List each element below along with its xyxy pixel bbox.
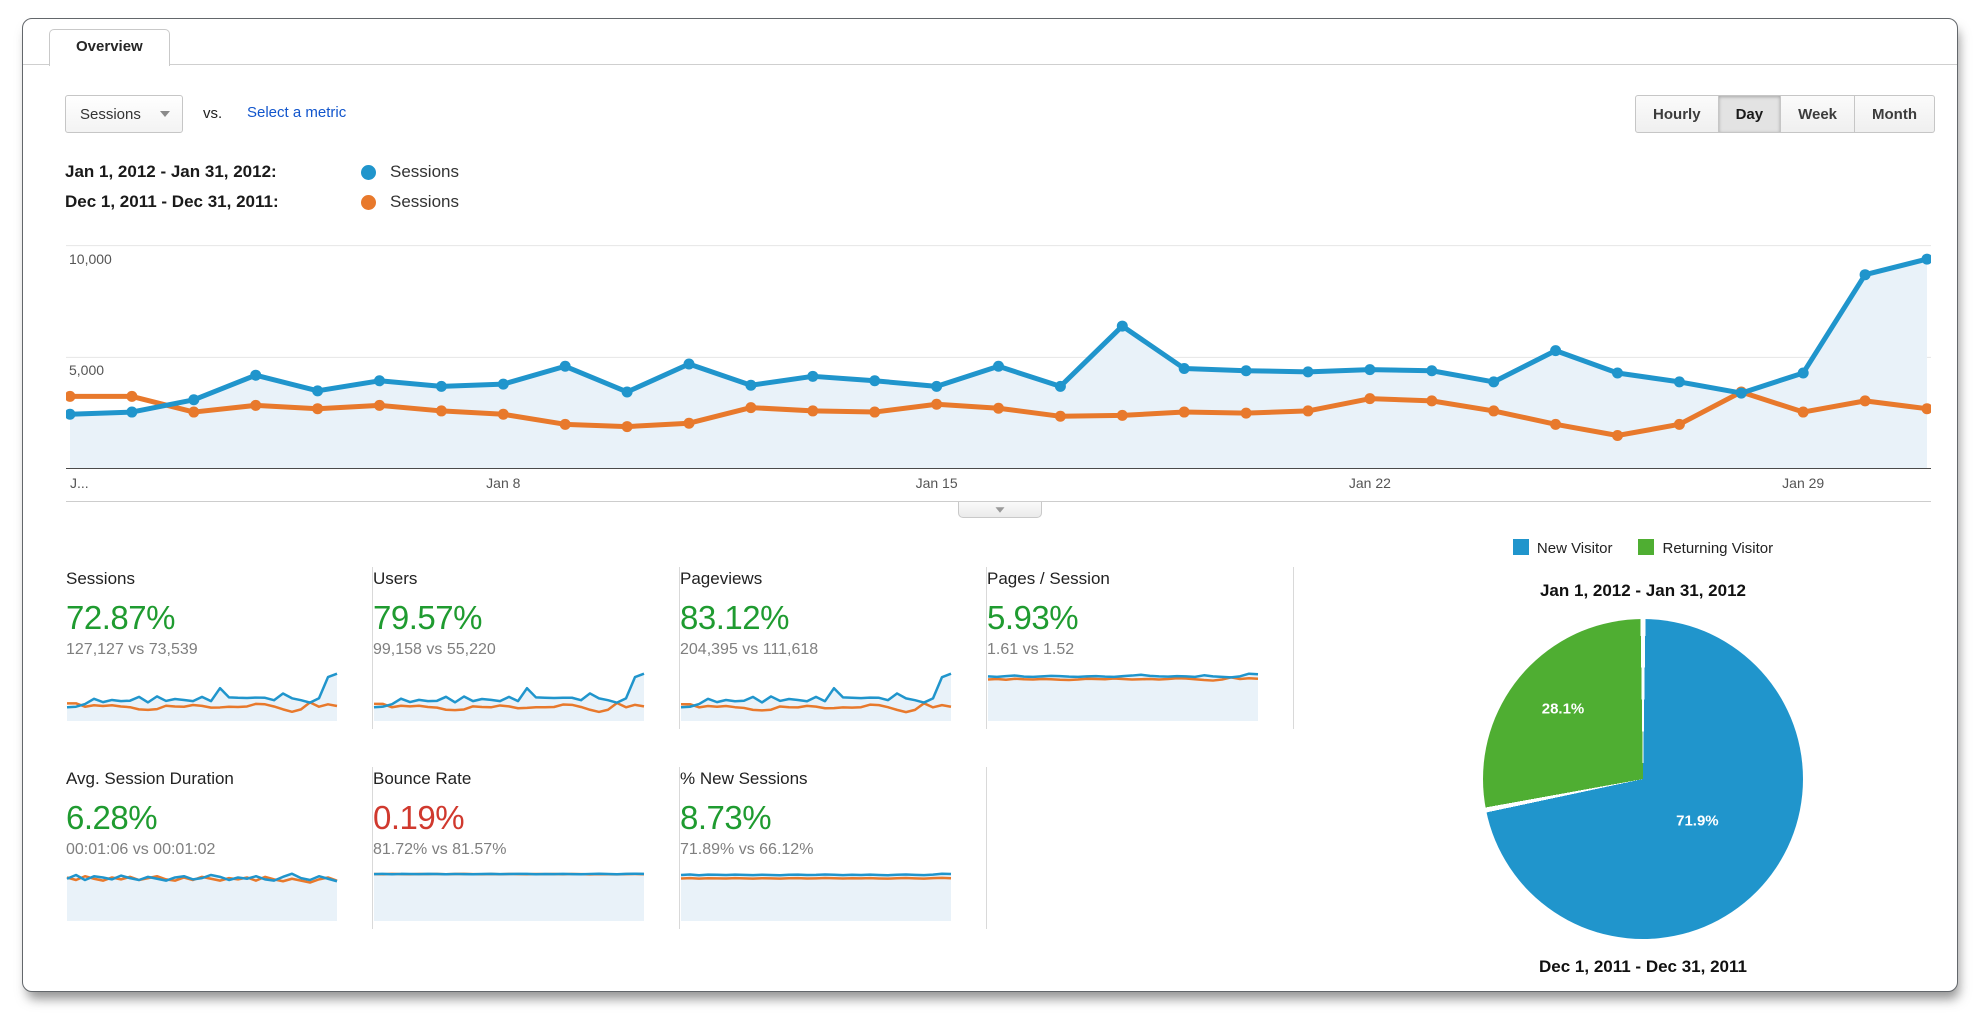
metric-select-value: Sessions xyxy=(80,105,141,123)
metric-values: 204,395 vs 111,618 xyxy=(680,641,819,658)
tab-overview[interactable]: Overview xyxy=(49,29,170,66)
metrics-row-2: Avg. Session Duration 6.28% 00:01:06 vs … xyxy=(66,767,987,929)
granularity-month-button[interactable]: Month xyxy=(1855,95,1935,133)
metric-card-sessions[interactable]: Sessions 72.87% 127,127 vs 73,539 xyxy=(66,567,373,729)
granularity-button-group: Hourly Day Week Month xyxy=(1635,95,1935,133)
sparkline xyxy=(373,872,645,921)
metric-title: Bounce Rate xyxy=(373,769,472,788)
metric-change: 79.57% xyxy=(373,599,482,636)
y-axis-label: 10,000 xyxy=(69,250,112,267)
metric-values: 81.72% vs 81.57% xyxy=(373,841,507,858)
metric-title: Pageviews xyxy=(680,569,763,588)
series-legend: Jan 1, 2012 - Jan 31, 2012: Sessions Dec… xyxy=(65,157,459,217)
granularity-day-button[interactable]: Day xyxy=(1718,95,1782,133)
metric-title: % New Sessions xyxy=(680,769,808,788)
x-axis-label: J... xyxy=(70,475,89,491)
metric-values: 99,158 vs 55,220 xyxy=(373,641,496,658)
metric-card-users[interactable]: Users 79.57% 99,158 vs 55,220 xyxy=(373,567,680,729)
chevron-down-icon xyxy=(995,506,1005,513)
legend-label: New Visitor xyxy=(1536,539,1613,557)
analytics-overview-panel: Overview Sessions vs. Select a metric Ho… xyxy=(22,18,1958,992)
series-dot-orange-icon xyxy=(361,194,376,210)
metric-card-pageviews[interactable]: Pageviews 83.12% 204,395 vs 111,618 xyxy=(680,567,987,729)
metric-change: 83.12% xyxy=(680,599,789,636)
x-axis-label: Jan 8 xyxy=(486,475,521,491)
metric-title: Pages / Session xyxy=(987,569,1110,588)
pie-footer-previous-range: Dec 1, 2011 - Dec 31, 2011 xyxy=(1539,957,1747,976)
timeline-slider-track xyxy=(66,501,1931,502)
granularity-week-button[interactable]: Week xyxy=(1781,95,1856,133)
metric-card-percent-new-sessions[interactable]: % New Sessions 8.73% 71.89% vs 66.12% xyxy=(680,767,987,929)
metric-values: 00:01:06 vs 00:01:02 xyxy=(66,841,216,858)
series-metric-label: Sessions xyxy=(390,162,459,181)
sessions-line-chart[interactable]: 5,000 10,000 xyxy=(66,201,1931,469)
y-axis-label: 5,000 xyxy=(69,362,105,379)
metrics-row-1: Sessions 72.87% 127,127 vs 73,539 Users … xyxy=(66,567,1294,729)
x-axis-label: Jan 29 xyxy=(1782,475,1825,491)
legend-item-new-visitor: New Visitor xyxy=(1512,538,1613,558)
select-a-metric-link[interactable]: Select a metric xyxy=(247,104,347,121)
metric-title: Sessions xyxy=(66,569,135,588)
visitor-type-panel: New Visitor Returning Visitor Jan 1, 201… xyxy=(1403,537,1883,977)
sparkline xyxy=(66,672,338,721)
metric-change: 8.73% xyxy=(680,799,772,836)
metric-values: 127,127 vs 73,539 xyxy=(66,641,198,658)
metric-title: Avg. Session Duration xyxy=(66,769,234,788)
metric-select-dropdown[interactable]: Sessions xyxy=(65,95,183,133)
returning-visitor-swatch-icon xyxy=(1638,538,1655,555)
sparkline xyxy=(680,672,952,721)
metric-values: 71.89% vs 66.12% xyxy=(680,841,814,858)
chevron-down-icon xyxy=(160,111,170,117)
metric-values: 1.61 vs 1.52 xyxy=(987,641,1075,658)
series-date-range: Jan 1, 2012 - Jan 31, 2012: xyxy=(65,162,277,181)
tabbar-divider xyxy=(23,64,1957,65)
metric-change: 72.87% xyxy=(66,599,175,636)
metric-title: Users xyxy=(373,569,418,588)
vs-label: vs. xyxy=(203,105,223,122)
series-legend-row-previous: Dec 1, 2011 - Dec 31, 2011: Sessions xyxy=(65,187,459,217)
sparkline xyxy=(680,872,952,921)
sparkline xyxy=(987,672,1259,721)
series-metric-label: Sessions xyxy=(390,192,459,211)
metric-change: 5.93% xyxy=(987,599,1079,636)
pie-slice-label-returning: 28.1% xyxy=(1541,700,1585,718)
visitor-type-pie-chart[interactable]: 28.1% 71.9% xyxy=(1483,619,1803,939)
sparkline xyxy=(66,872,338,921)
sparkline xyxy=(373,672,645,721)
metric-card-bounce-rate[interactable]: Bounce Rate 0.19% 81.72% vs 81.57% xyxy=(373,767,680,929)
legend-label: Returning Visitor xyxy=(1662,539,1774,557)
new-visitor-swatch-icon xyxy=(1512,538,1529,555)
metric-change: 6.28% xyxy=(66,799,158,836)
metric-change: 0.19% xyxy=(373,799,465,836)
legend-item-returning-visitor: Returning Visitor xyxy=(1638,538,1774,558)
series-legend-row-current: Jan 1, 2012 - Jan 31, 2012: Sessions xyxy=(65,157,459,187)
series-dot-blue-icon xyxy=(361,164,376,180)
granularity-hourly-button[interactable]: Hourly xyxy=(1635,95,1719,133)
x-axis-label: Jan 22 xyxy=(1348,475,1391,491)
metric-card-avg-session-duration[interactable]: Avg. Session Duration 6.28% 00:01:06 vs … xyxy=(66,767,373,929)
pie-title-current-range: Jan 1, 2012 - Jan 31, 2012 xyxy=(1539,581,1747,600)
pie-slice-label-new: 71.9% xyxy=(1676,812,1719,830)
metric-card-pages-per-session[interactable]: Pages / Session 5.93% 1.61 vs 1.52 xyxy=(987,567,1294,729)
series-date-range: Dec 1, 2011 - Dec 31, 2011: xyxy=(65,192,279,211)
visitor-type-legend: New Visitor Returning Visitor xyxy=(1403,537,1883,559)
x-axis-labels: J... Jan 8 Jan 15 Jan 22 Jan 29 xyxy=(66,475,1931,495)
x-axis-label: Jan 15 xyxy=(915,475,958,491)
timeline-expand-handle[interactable] xyxy=(958,502,1042,518)
